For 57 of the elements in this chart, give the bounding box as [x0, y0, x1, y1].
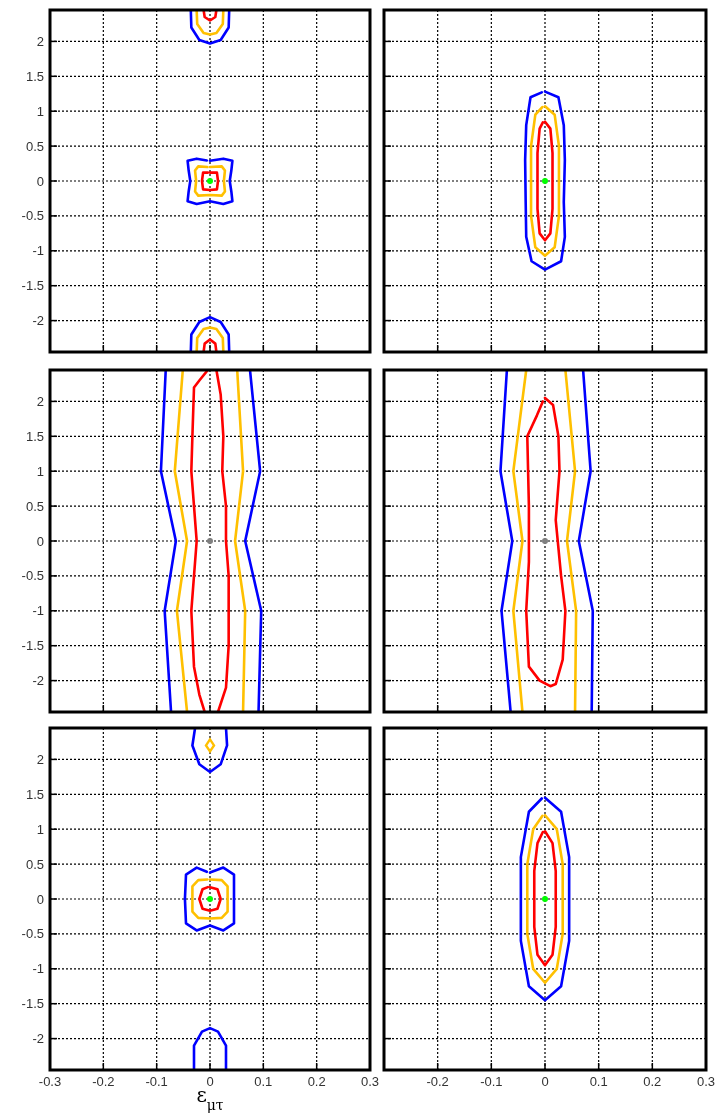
line-series: [195, 326, 225, 352]
y-tick-label: -2: [32, 313, 44, 329]
y-tick-label: -1: [32, 603, 44, 619]
y-tick-label: 2: [36, 393, 44, 409]
y-tick-label: 1: [36, 463, 44, 479]
line-series: [159, 370, 178, 712]
y-tick-label: -2: [32, 1031, 44, 1047]
y-tick-label: 0.5: [25, 856, 44, 872]
x-tick-label: -0.3: [38, 1074, 62, 1089]
y-tick-label: -1.5: [21, 638, 44, 654]
line-series: [200, 171, 220, 192]
x-tick-label: 0.1: [589, 1074, 608, 1089]
x-tick-label: 0.3: [696, 1074, 716, 1089]
line-series: [192, 1026, 228, 1070]
x-tick-label: -0.1: [480, 1074, 503, 1089]
x-tick-label: 0: [541, 1074, 549, 1089]
y-tick-label: 1.5: [25, 786, 44, 802]
line-series: [186, 157, 234, 206]
y-tick-label: -1.5: [21, 278, 44, 294]
x-tick-label: 0.1: [254, 1074, 273, 1089]
y-tick-label: -1.5: [21, 996, 44, 1012]
x-tick-label: -0.1: [145, 1074, 168, 1089]
x-tick-label: -0.2: [92, 1074, 115, 1089]
line-series: [195, 10, 225, 36]
y-tick-label: 0: [36, 891, 44, 907]
y-tick-label: 1: [36, 103, 44, 119]
line-series: [215, 370, 230, 712]
line-series: [173, 370, 189, 712]
y-tick-label: -0.5: [21, 568, 44, 584]
y-tick-label: 0.5: [25, 138, 44, 154]
y-tick-label: 0.5: [25, 498, 44, 514]
y-tick-label: -0.5: [21, 926, 44, 942]
line-series: [189, 10, 231, 45]
y-tick-label: 2: [36, 751, 44, 767]
x-tick-label: -0.2: [426, 1074, 449, 1089]
line-series: [189, 315, 231, 352]
line-series: [233, 370, 247, 712]
line-series: [243, 370, 263, 712]
x-tick-label: 0.2: [307, 1074, 326, 1089]
y-tick-label: 0: [36, 173, 44, 189]
y-tick-label: 1.5: [25, 68, 44, 84]
y-tick-label: 2: [36, 33, 44, 49]
y-tick-label: 1: [36, 821, 44, 837]
line-series: [198, 885, 222, 913]
y-tick-label: -1: [32, 243, 44, 259]
y-tick-label: 1.5: [25, 428, 44, 444]
x-tick-label: 0.2: [643, 1074, 662, 1089]
line-series: [191, 878, 229, 920]
line-series: [191, 728, 229, 774]
y-tick-label: -1: [32, 961, 44, 977]
x-tick-label: 0.3: [360, 1074, 380, 1089]
y-tick-label: -2: [32, 673, 44, 689]
line-series: [190, 370, 210, 712]
y-tick-label: 0: [36, 533, 44, 549]
y-tick-label: -0.5: [21, 208, 44, 224]
line-series: [193, 165, 227, 197]
line-series: [183, 866, 236, 932]
